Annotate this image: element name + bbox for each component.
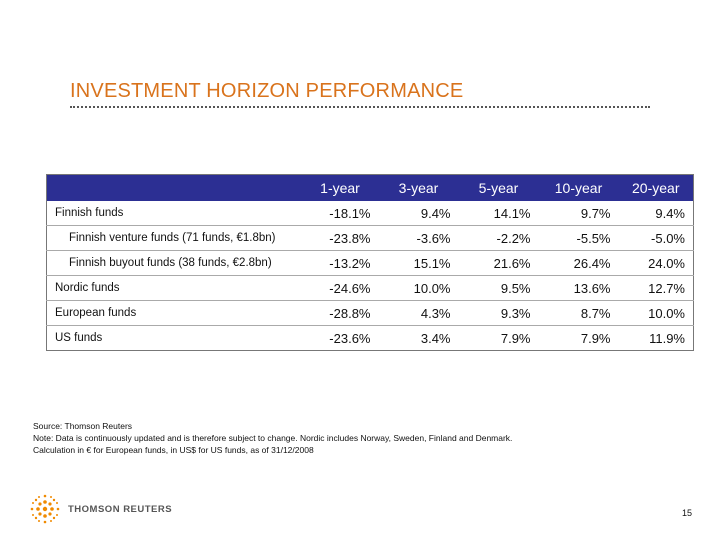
cell-3-year: 9.4% (378, 201, 459, 226)
cell-3-year: 15.1% (378, 250, 459, 276)
page-title: INVESTMENT HORIZON PERFORMANCE (70, 80, 464, 102)
cell-5-year: 9.3% (458, 300, 539, 326)
cell-10-year: 26.4% (538, 250, 619, 276)
cell-3-year: 4.3% (378, 300, 459, 326)
row-label: Nordic funds (46, 275, 302, 301)
title-divider (70, 106, 650, 108)
cell-3-year: 10.0% (378, 275, 459, 301)
cell-1-year: -18.1% (301, 201, 379, 226)
header-5-year: 5-year (458, 174, 539, 201)
cell-5-year: 14.1% (458, 201, 539, 226)
table-row: European funds -28.8% 4.3% 9.3% 8.7% 10.… (46, 300, 694, 326)
page-number: 15 (681, 508, 692, 518)
performance-table: 1-year 3-year 5-year 10-year 20-year Fin… (46, 174, 694, 351)
cell-10-year: 8.7% (538, 300, 619, 326)
cell-1-year: -28.8% (301, 300, 379, 326)
thomson-reuters-dots-logo-icon (30, 494, 60, 524)
cell-10-year: 9.7% (538, 201, 619, 226)
row-label: European funds (46, 300, 302, 326)
header-20-year: 20-year (618, 174, 694, 201)
logo-wordmark: THOMSON REUTERS (68, 503, 173, 515)
table-row: US funds -23.6% 3.4% 7.9% 7.9% 11.9% (47, 326, 694, 351)
cell-1-year: -23.8% (301, 225, 379, 251)
cell-10-year: 7.9% (580, 330, 611, 346)
cell-1-year: -24.6% (301, 275, 379, 301)
cell-20-year: 10.0% (618, 300, 694, 326)
table-row: Finnish buyout funds (38 funds, €2.8bn) … (46, 250, 694, 276)
header-label-cell (46, 174, 302, 201)
cell-5-year: 7.9% (500, 330, 531, 346)
cell-5-year: 9.5% (458, 275, 539, 301)
cell-3-year: 3.4% (420, 330, 451, 346)
cell-20-year: -5.0% (618, 225, 694, 251)
footnotes: Source: Thomson Reuters Note: Data is co… (33, 420, 512, 456)
data-note: Note: Data is continuously updated and i… (33, 433, 513, 443)
cell-5-year: -2.2% (458, 225, 539, 251)
table-header-row: 1-year 3-year 5-year 10-year 20-year (46, 174, 694, 201)
calculation-note: Calculation in € for European funds, in … (33, 445, 314, 455)
cell-10-year: -5.5% (538, 225, 619, 251)
header-3-year: 3-year (378, 174, 459, 201)
cell-20-year: 12.7% (618, 275, 694, 301)
row-label: Finnish buyout funds (38 funds, €2.8bn) (46, 250, 302, 276)
table-row: Finnish venture funds (71 funds, €1.8bn)… (46, 225, 694, 251)
header-1-year: 1-year (301, 174, 379, 201)
row-label: US funds (55, 332, 103, 344)
header-10-year: 10-year (538, 174, 619, 201)
cell-3-year: -3.6% (378, 225, 459, 251)
cell-1-year: -13.2% (301, 250, 379, 276)
table-row: Nordic funds -24.6% 10.0% 9.5% 13.6% 12.… (46, 275, 694, 301)
row-label: Finnish funds (46, 201, 302, 226)
cell-20-year: 11.9% (649, 330, 685, 346)
cell-20-year: 9.4% (618, 201, 694, 226)
source-note: Source: Thomson Reuters (33, 421, 133, 431)
cell-10-year: 13.6% (538, 275, 619, 301)
thomson-reuters-logo: THOMSON REUTERS (28, 492, 172, 526)
cell-20-year: 24.0% (618, 250, 694, 276)
cell-5-year: 21.6% (458, 250, 539, 276)
cell-1-year: -23.6% (329, 330, 371, 346)
row-label: Finnish venture funds (71 funds, €1.8bn) (46, 225, 302, 251)
table-row: Finnish funds -18.1% 9.4% 14.1% 9.7% 9.4… (46, 201, 694, 226)
